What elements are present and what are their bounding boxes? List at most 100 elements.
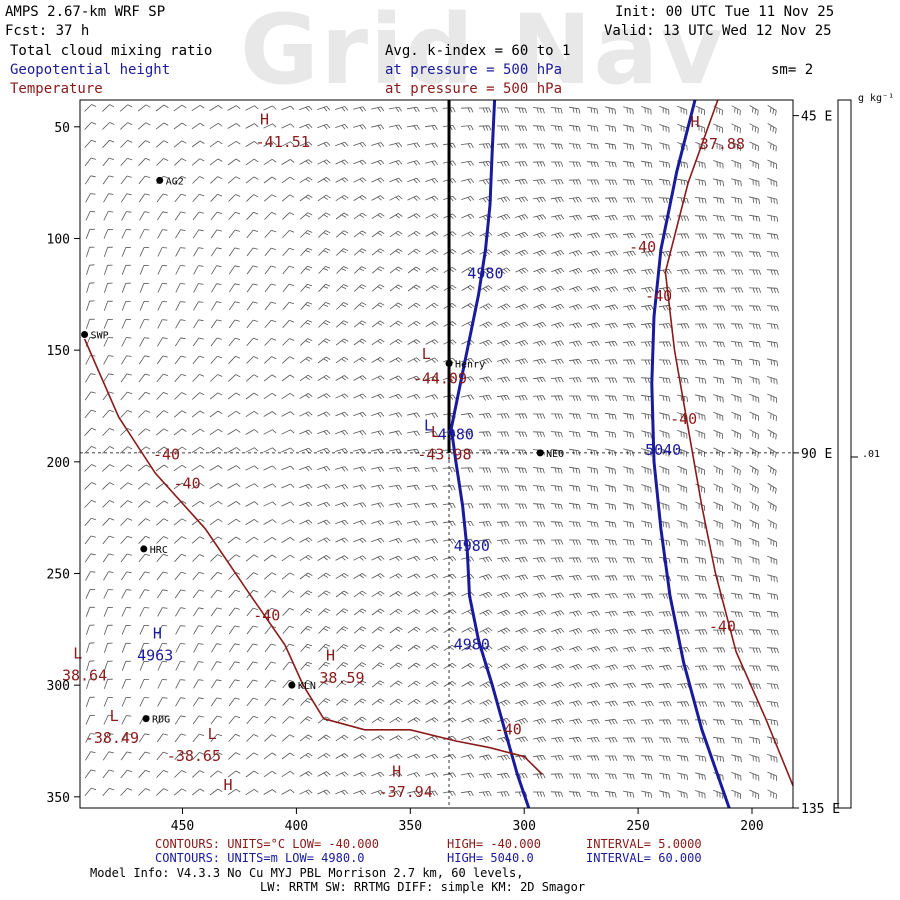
wind-barb <box>245 123 259 129</box>
wind-barb <box>461 412 474 419</box>
wind-barb <box>569 106 581 114</box>
init-time: Init: 00 UTC Tue 11 Nov 25 <box>615 4 835 20</box>
wind-barb <box>641 682 654 689</box>
wind-barb <box>479 321 493 329</box>
wind-barb <box>210 589 223 599</box>
wind-barb <box>443 520 456 527</box>
contour-label: L <box>431 423 440 441</box>
wind-barb <box>85 318 95 329</box>
wind-barb <box>86 282 95 293</box>
wind-barb <box>174 193 187 203</box>
wind-barb <box>157 679 168 689</box>
y-tick-label: 300 <box>47 679 70 694</box>
wind-barb <box>551 358 564 365</box>
wind-barb <box>694 575 707 582</box>
wind-barb <box>533 413 546 419</box>
wind-barb <box>103 246 113 257</box>
wind-barb <box>532 125 545 132</box>
wind-barb <box>102 157 115 167</box>
wind-barb <box>84 482 97 490</box>
wind-barb <box>461 663 475 669</box>
wind-barb <box>551 628 565 635</box>
wind-barb <box>317 194 331 202</box>
wind-barb <box>479 160 492 167</box>
contour-label: -40 <box>153 446 180 464</box>
wind-barb <box>121 679 131 689</box>
field3-label: Temperature <box>10 81 103 97</box>
wind-barb <box>767 789 777 800</box>
wind-barb <box>86 624 95 635</box>
wind-barb <box>227 465 241 471</box>
wind-barb <box>281 141 295 147</box>
wind-barb <box>389 771 403 778</box>
wind-barb <box>138 355 150 365</box>
wind-barb <box>767 519 777 530</box>
wind-barb <box>569 395 582 401</box>
wind-barb <box>443 754 457 760</box>
wind-barb <box>193 301 204 311</box>
wind-barb <box>479 467 492 473</box>
wind-barb <box>174 571 187 581</box>
wind-barb <box>533 627 547 635</box>
wind-barb <box>551 610 565 617</box>
wind-barb <box>263 429 277 435</box>
wind-barb <box>103 337 114 347</box>
wind-barb <box>713 160 724 169</box>
contour-label: H <box>224 776 233 794</box>
wind-barb <box>460 125 474 131</box>
wind-barb <box>461 285 475 291</box>
wind-barb <box>731 305 744 311</box>
wind-barb <box>138 140 151 148</box>
wind-barb <box>407 357 421 363</box>
wind-barb <box>694 197 707 204</box>
wind-barb <box>479 358 493 365</box>
wind-barb <box>389 393 403 400</box>
wind-barb <box>713 429 723 439</box>
wind-barb <box>748 269 762 275</box>
wind-barb <box>443 591 457 597</box>
wind-barb <box>299 771 313 777</box>
wind-barb <box>461 681 475 687</box>
wind-barb <box>389 555 403 562</box>
wind-barb <box>514 773 528 779</box>
wind-barb <box>443 699 457 705</box>
wind-barb <box>103 355 114 365</box>
wind-barb <box>605 484 616 493</box>
wind-barb <box>730 341 743 348</box>
contour-label: H <box>392 763 401 781</box>
wind-barb <box>264 265 276 275</box>
wind-barb <box>192 752 205 760</box>
wind-barb <box>120 535 133 545</box>
wind-barb <box>211 301 222 311</box>
wind-barb <box>335 338 349 346</box>
wind-barb <box>749 141 759 152</box>
wind-barb <box>712 665 726 671</box>
wind-barb <box>748 629 761 636</box>
wind-barb <box>138 428 151 436</box>
wind-barb <box>353 248 367 256</box>
wind-barb <box>228 319 240 329</box>
wind-barb <box>317 411 331 417</box>
wind-barb <box>677 719 690 725</box>
wind-barb <box>461 645 475 651</box>
wind-barb <box>532 431 545 438</box>
wind-barb <box>407 430 420 437</box>
wind-barb <box>659 105 670 115</box>
wind-barb <box>641 664 654 671</box>
wind-barb <box>767 411 777 422</box>
wind-barb <box>174 589 186 599</box>
wind-barb <box>227 140 241 148</box>
wind-barb <box>389 502 403 509</box>
wind-barb <box>694 647 708 653</box>
wind-barb <box>263 158 277 166</box>
wind-barb <box>586 737 600 743</box>
wind-barb <box>569 304 583 311</box>
wind-barb <box>120 193 132 203</box>
wind-barb <box>749 105 759 116</box>
wind-barb <box>731 447 741 458</box>
wind-barb <box>694 305 708 311</box>
station-marker <box>81 331 89 339</box>
wind-barb <box>84 553 96 563</box>
wind-barb <box>497 627 511 635</box>
wind-barb <box>282 212 295 220</box>
